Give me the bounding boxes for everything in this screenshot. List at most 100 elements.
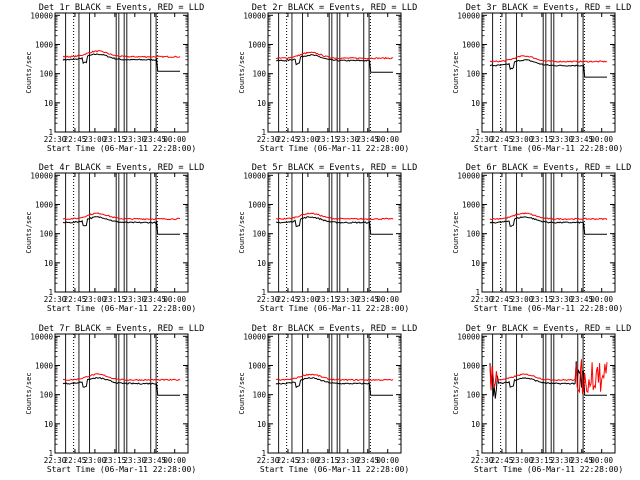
series-lld bbox=[62, 50, 181, 59]
x-tick-label: 22:45 bbox=[491, 135, 514, 144]
x-tick-label: 23:30 bbox=[337, 135, 360, 144]
plot-frame bbox=[267, 172, 402, 293]
series-events bbox=[489, 59, 607, 78]
x-tick-label: 23:15 bbox=[104, 295, 127, 304]
x-tick-label: 23:45 bbox=[570, 295, 593, 304]
x-tick-label: 22:45 bbox=[277, 456, 300, 465]
y-axis-label: Counts/sec bbox=[452, 51, 460, 93]
x-tick-label: 23:15 bbox=[104, 135, 127, 144]
plot-frame bbox=[481, 12, 616, 133]
series-events bbox=[275, 216, 393, 235]
y-tick-label: 10000 bbox=[30, 171, 53, 180]
series-lld bbox=[489, 212, 608, 221]
x-tick-label: 23:30 bbox=[124, 456, 147, 465]
y-tick-label: 1000 bbox=[35, 361, 54, 370]
x-tick-label: 22:30 bbox=[471, 456, 494, 465]
x-axis-label: Start Time (06-Mar-11 22:28:00) bbox=[260, 465, 409, 474]
y-tick-label: 10000 bbox=[243, 332, 266, 341]
plot-frame bbox=[54, 333, 189, 454]
y-axis-label: Counts/sec bbox=[452, 211, 460, 253]
x-tick-label: 23:30 bbox=[337, 295, 360, 304]
x-tick-label: 23:15 bbox=[317, 135, 340, 144]
x-axis-label: Start Time (06-Mar-11 22:28:00) bbox=[474, 465, 623, 474]
y-tick-label: 1 bbox=[261, 128, 266, 137]
panel-title: Det 2r BLACK = Events, RED = LLD bbox=[252, 3, 418, 13]
y-tick-label: 1000 bbox=[462, 361, 481, 370]
x-tick-label: 23:45 bbox=[143, 135, 166, 144]
y-tick-label: 1 bbox=[48, 288, 53, 297]
x-tick-label: 23:30 bbox=[551, 295, 574, 304]
y-tick-label: 1000 bbox=[35, 200, 54, 209]
y-tick-label: 10 bbox=[471, 259, 481, 268]
y-tick-label: 1 bbox=[475, 128, 480, 137]
y-tick-label: 10000 bbox=[30, 11, 53, 20]
x-axis-label: Start Time (06-Mar-11 22:28:00) bbox=[474, 304, 623, 313]
y-axis-label: Counts/sec bbox=[238, 51, 246, 93]
series-events bbox=[275, 376, 393, 396]
y-tick-label: 100 bbox=[39, 230, 53, 239]
x-axis-label: Start Time (06-Mar-11 22:28:00) bbox=[474, 144, 623, 153]
y-tick-label: 10 bbox=[257, 99, 267, 108]
panel-title: Det 8r BLACK = Events, RED = LLD bbox=[252, 324, 418, 334]
x-tick-label: 00:00 bbox=[590, 295, 613, 304]
y-tick-label: 10 bbox=[257, 259, 267, 268]
y-tick-label: 100 bbox=[252, 70, 266, 79]
panel-1: Det 1r BLACK = Events, RED = LLD 1 10 100 10… bbox=[25, 3, 204, 153]
x-tick-label: 23:00 bbox=[297, 295, 320, 304]
x-tick-label: 23:30 bbox=[337, 456, 360, 465]
panel-6: Det 6r BLACK = Events, RED = LLD 1 10 100 10… bbox=[452, 163, 631, 313]
x-tick-label: 22:30 bbox=[44, 456, 67, 465]
series-lld bbox=[275, 51, 393, 60]
y-tick-label: 10000 bbox=[243, 171, 266, 180]
y-tick-label: 10 bbox=[257, 420, 267, 429]
x-tick-label: 23:00 bbox=[511, 456, 534, 465]
x-tick-label: 23:45 bbox=[570, 456, 593, 465]
x-tick-label: 22:45 bbox=[64, 135, 87, 144]
x-axis-label: Start Time (06-Mar-11 22:28:00) bbox=[260, 144, 409, 153]
x-tick-label: 23:15 bbox=[531, 135, 554, 144]
x-tick-label: 23:45 bbox=[356, 295, 379, 304]
x-tick-label: 22:30 bbox=[471, 135, 494, 144]
x-tick-label: 23:45 bbox=[143, 456, 166, 465]
panel-title: Det 7r BLACK = Events, RED = LLD bbox=[39, 324, 205, 334]
x-tick-label: 23:30 bbox=[551, 135, 574, 144]
y-tick-label: 10000 bbox=[30, 332, 53, 341]
x-tick-label: 23:00 bbox=[511, 135, 534, 144]
y-axis-label: Counts/sec bbox=[25, 51, 33, 93]
panel-title: Det 6r BLACK = Events, RED = LLD bbox=[466, 163, 632, 173]
series-events bbox=[62, 53, 180, 72]
panel-title: Det 4r BLACK = Events, RED = LLD bbox=[39, 163, 205, 173]
x-tick-label: 00:00 bbox=[590, 456, 613, 465]
y-tick-label: 100 bbox=[39, 70, 53, 79]
y-tick-label: 1000 bbox=[248, 40, 267, 49]
x-axis-label: Start Time (06-Mar-11 22:28:00) bbox=[47, 304, 196, 313]
x-tick-label: 22:30 bbox=[44, 295, 67, 304]
x-tick-label: 22:30 bbox=[471, 295, 494, 304]
x-tick-label: 23:00 bbox=[84, 456, 107, 465]
y-tick-label: 1000 bbox=[248, 200, 267, 209]
x-tick-label: 00:00 bbox=[590, 135, 613, 144]
y-axis-label: Counts/sec bbox=[238, 372, 246, 414]
y-tick-label: 10000 bbox=[243, 11, 266, 20]
y-tick-label: 100 bbox=[466, 70, 480, 79]
x-tick-label: 23:00 bbox=[297, 135, 320, 144]
y-tick-label: 1 bbox=[261, 288, 266, 297]
panel-title: Det 9r BLACK = Events, RED = LLD bbox=[466, 324, 632, 334]
x-tick-label: 00:00 bbox=[376, 456, 399, 465]
y-tick-label: 1000 bbox=[462, 40, 481, 49]
y-tick-label: 10 bbox=[44, 259, 54, 268]
y-tick-label: 100 bbox=[39, 391, 53, 400]
plot-frame bbox=[481, 172, 616, 293]
x-tick-label: 23:45 bbox=[570, 135, 593, 144]
y-axis-label: Counts/sec bbox=[25, 372, 33, 414]
x-tick-label: 23:15 bbox=[317, 456, 340, 465]
panel-2: Det 2r BLACK = Events, RED = LLD 1 10 100 10… bbox=[238, 3, 417, 153]
x-tick-label: 22:30 bbox=[257, 456, 280, 465]
y-tick-label: 1 bbox=[48, 449, 53, 458]
panel-3: Det 3r BLACK = Events, RED = LLD 1 10 100 10… bbox=[452, 3, 631, 153]
x-tick-label: 23:45 bbox=[356, 456, 379, 465]
series-events bbox=[489, 216, 607, 235]
x-tick-label: 23:00 bbox=[511, 295, 534, 304]
y-tick-label: 10000 bbox=[457, 171, 480, 180]
x-tick-label: 23:15 bbox=[531, 456, 554, 465]
